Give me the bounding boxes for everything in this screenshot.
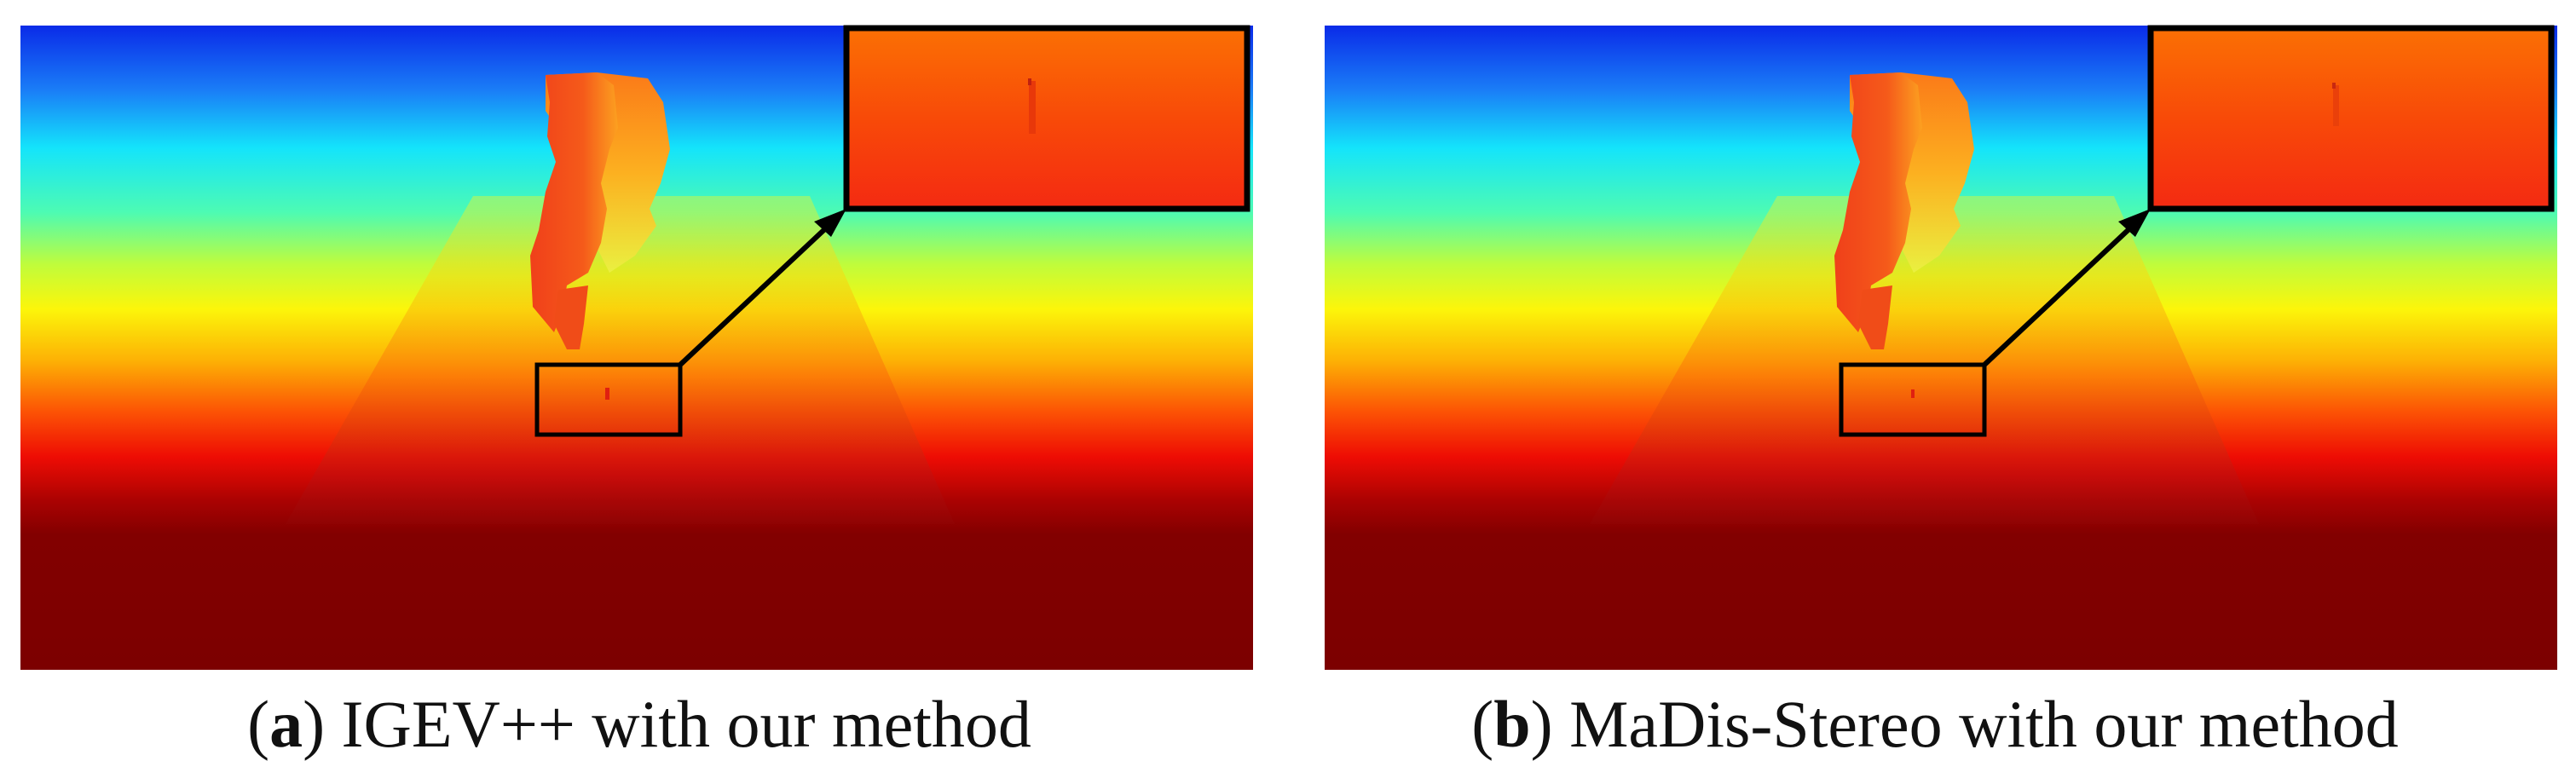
disparity-map-a — [20, 25, 1253, 670]
zoom-artifact — [1029, 81, 1036, 134]
region-box — [1839, 362, 1987, 437]
zoom-arrow-line — [678, 221, 834, 367]
caption-letter: a — [269, 687, 303, 761]
caption-text: MaDis-Stereo with our method — [1569, 687, 2399, 761]
robot-shape — [530, 72, 670, 349]
zoom-artifact — [2333, 85, 2339, 126]
caption-a: (a) IGEV++ with our method — [247, 687, 1031, 761]
zoom-arrow-head — [2118, 209, 2151, 237]
zoom-arrow-line — [1982, 221, 2138, 367]
region-artifact — [1911, 389, 1915, 398]
ground-plane — [1590, 196, 2259, 524]
caption-letter: b — [1493, 687, 1531, 761]
zoom-inset — [2147, 25, 2555, 212]
zoom-inset — [843, 25, 1250, 212]
ground-plane — [286, 196, 955, 524]
caption-text: IGEV++ with our method — [341, 687, 1031, 761]
disparity-map-b — [1325, 25, 2557, 670]
zoom-arrow-head — [814, 209, 846, 237]
robot-shape — [1834, 72, 1974, 349]
caption-b: (b) MaDis-Stereo with our method — [1471, 687, 2399, 761]
region-box — [534, 362, 683, 437]
region-artifact — [605, 388, 609, 400]
